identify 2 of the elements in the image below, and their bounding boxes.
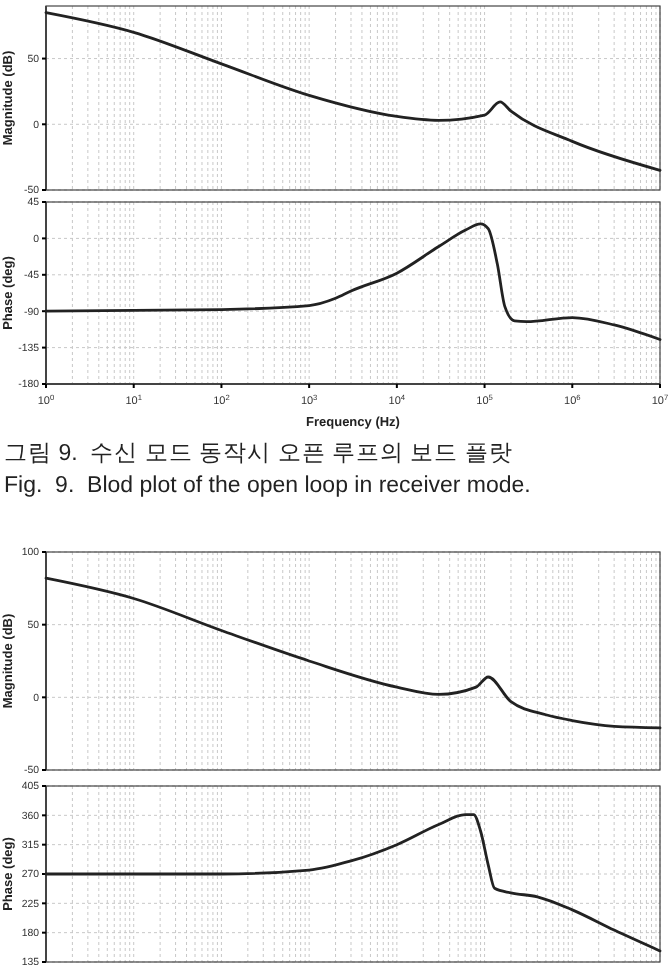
caption: Fig. 9. Blod plot of the open loop in receiver mode. [4,474,531,498]
caption: 그림 9. 수신 모드 동작시 오픈 루프의 보드 플랏 [4,442,513,466]
